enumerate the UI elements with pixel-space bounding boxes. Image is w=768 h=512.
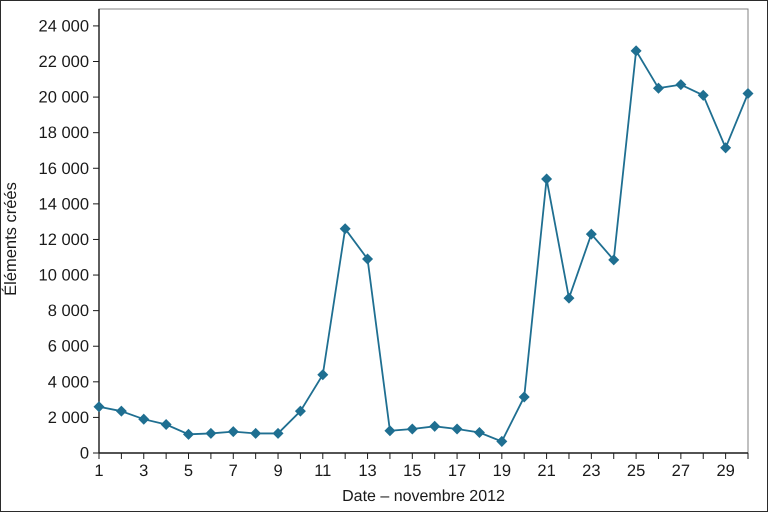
- svg-text:13: 13: [358, 462, 376, 480]
- svg-text:11: 11: [314, 462, 331, 480]
- svg-text:22 000: 22 000: [39, 53, 89, 71]
- svg-text:14 000: 14 000: [39, 195, 89, 213]
- svg-text:Date – novembre 2012: Date – novembre 2012: [342, 488, 505, 505]
- svg-text:18 000: 18 000: [39, 124, 89, 142]
- svg-text:7: 7: [229, 462, 238, 480]
- svg-text:15: 15: [403, 462, 421, 480]
- svg-text:2 000: 2 000: [48, 409, 89, 427]
- svg-text:17: 17: [448, 462, 466, 480]
- svg-text:21: 21: [537, 462, 555, 480]
- svg-text:19: 19: [493, 462, 511, 480]
- svg-text:23: 23: [582, 462, 600, 480]
- svg-text:1: 1: [94, 462, 103, 480]
- svg-text:3: 3: [139, 462, 148, 480]
- svg-text:0: 0: [80, 445, 89, 463]
- svg-text:24 000: 24 000: [39, 17, 89, 35]
- svg-text:25: 25: [627, 462, 645, 480]
- svg-text:27: 27: [672, 462, 690, 480]
- svg-text:16 000: 16 000: [39, 160, 89, 178]
- svg-text:8 000: 8 000: [48, 302, 89, 320]
- svg-text:12 000: 12 000: [39, 231, 89, 249]
- svg-text:10 000: 10 000: [39, 267, 89, 285]
- svg-text:5: 5: [184, 462, 193, 480]
- svg-text:Éléments créés: Éléments créés: [1, 182, 20, 296]
- svg-text:20 000: 20 000: [39, 89, 89, 107]
- svg-text:9: 9: [273, 462, 282, 480]
- svg-text:29: 29: [716, 462, 734, 480]
- svg-text:4 000: 4 000: [48, 373, 89, 391]
- svg-text:6 000: 6 000: [48, 338, 89, 356]
